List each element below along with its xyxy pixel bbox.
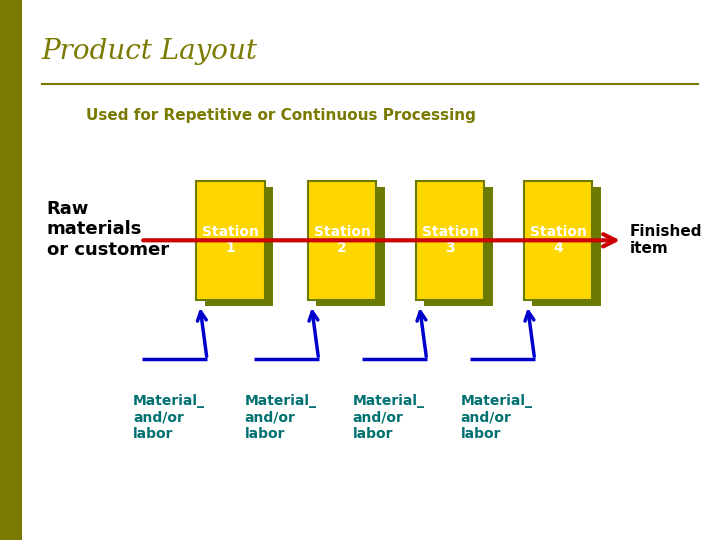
Text: Product Layout: Product Layout	[42, 38, 258, 65]
Text: Used for Repetitive or Continuous Processing: Used for Repetitive or Continuous Proces…	[86, 108, 476, 123]
Bar	[524, 181, 593, 300]
Text: Material_
and/or
labor: Material_ and/or labor	[133, 394, 205, 441]
Text: Material_
and/or
labor: Material_ and/or labor	[353, 394, 425, 441]
Bar	[308, 181, 376, 300]
Text: Station
1: Station 1	[202, 225, 258, 255]
Bar	[0, 0, 22, 540]
Bar	[533, 187, 601, 306]
Text: Station
2: Station 2	[314, 225, 370, 255]
Bar	[317, 187, 384, 306]
Bar	[205, 187, 274, 306]
Text: Station
4: Station 4	[530, 225, 586, 255]
Bar	[416, 181, 484, 300]
Text: Station
3: Station 3	[422, 225, 478, 255]
Text: Material_
and/or
labor: Material_ and/or labor	[245, 394, 317, 441]
Bar	[425, 187, 492, 306]
Bar	[196, 181, 265, 300]
Text: Raw
materials
or customer: Raw materials or customer	[47, 200, 169, 259]
Text: Finished
item: Finished item	[630, 224, 703, 256]
Text: Material_
and/or
labor: Material_ and/or labor	[461, 394, 533, 441]
